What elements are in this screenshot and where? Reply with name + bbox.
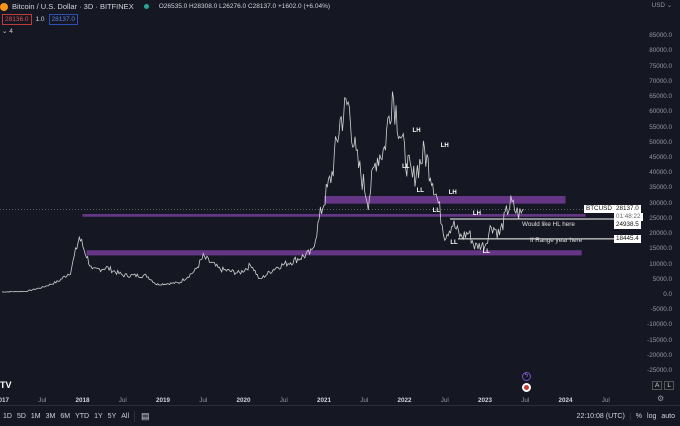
price-tick: 50000.0 [649, 138, 672, 146]
price-chart[interactable] [0, 0, 620, 395]
hl-note: Would like HL here [522, 221, 575, 229]
symbol-tag: BTCUSD [584, 205, 614, 214]
settings-icon[interactable]: ⚙ [657, 394, 665, 403]
time-tick: 2021 [316, 397, 332, 404]
structure-label: LL [416, 188, 424, 195]
bid-ask: 28136.0 1.0 28137.0 [2, 14, 79, 25]
ohlc-values: O26535.0 H28308.0 L26276.0 C28137.0 +160… [158, 3, 331, 10]
level-price-tag: 24938.5 [614, 221, 641, 230]
bitcoin-icon [0, 2, 8, 11]
range-button-5y[interactable]: 5Y [107, 412, 117, 420]
time-tick: Jul [199, 397, 208, 404]
range-button-ytd[interactable]: YTD [75, 412, 90, 420]
auto-scale-button[interactable]: A [652, 381, 663, 390]
range-button-1y[interactable]: 1Y [94, 412, 103, 420]
structure-label: LL [450, 240, 458, 247]
support-resistance-zone [86, 250, 582, 256]
support-resistance-zone [82, 214, 586, 217]
time-tick: 2018 [75, 397, 90, 404]
clock[interactable]: 22:10:08 (UTC) [576, 412, 625, 420]
price-tick: 80000.0 [649, 47, 672, 55]
chart-header: Bitcoin / U.S. Dollar · 3D · BITFINEX O2… [0, 2, 330, 11]
price-tick: 45000.0 [649, 153, 672, 161]
structure-label: LH [472, 211, 481, 218]
price-tick: 55000.0 [649, 123, 672, 131]
indicators-toggle[interactable]: ⌄ 4 [2, 28, 13, 35]
time-tick: Jul [279, 397, 288, 404]
time-tick: Jul [440, 397, 449, 404]
price-tick: -15000.0 [647, 336, 672, 344]
market-status-icon [143, 4, 149, 9]
sell-price[interactable]: 28136.0 [2, 14, 32, 25]
price-tick: 20000.0 [649, 230, 672, 238]
log-scale-button[interactable]: L [664, 381, 674, 390]
time-tick: 2023 [477, 397, 493, 404]
bottom-toolbar: 1D 5D 1M 3M 6M YTD 1Y 5Y All ▤ 22:10:08 (UTC) % … [0, 405, 680, 426]
last-price-tag: 28137.0 [614, 205, 641, 214]
price-tick: 60000.0 [649, 108, 672, 116]
price-tick: 10000.0 [649, 260, 672, 268]
price-axis[interactable]: USD ⌄ 85000.0 80000.0 75000.0 70000.0 65000.… [618, 0, 680, 405]
support-resistance-zone [324, 196, 566, 204]
price-tick: 15000.0 [649, 245, 672, 253]
price-tick: -5000.0 [650, 306, 672, 314]
time-tick: Jul [118, 397, 127, 404]
time-tick: Jul [38, 397, 47, 404]
price-tick: 5000.0 [652, 275, 672, 283]
time-tick: 2019 [155, 397, 171, 404]
structure-label: LL [402, 164, 410, 171]
price-tick: 30000.0 [649, 199, 672, 207]
date-range-icon[interactable]: ▤ [134, 410, 150, 422]
time-tick: 2017 [0, 397, 10, 404]
time-tick: 2020 [236, 397, 251, 404]
time-tick: 2024 [558, 397, 573, 404]
price-tick: 0.0 [663, 291, 672, 298]
symbol-title[interactable]: Bitcoin / U.S. Dollar · 3D · BITFINEX [12, 2, 134, 11]
range-button-5d[interactable]: 5D [16, 412, 26, 420]
time-tick: Jul [360, 397, 369, 404]
tradingview-logo: TV [0, 380, 12, 390]
range-note: If Range year here [530, 236, 583, 244]
auto-toggle[interactable]: auto [661, 412, 675, 420]
percent-toggle[interactable]: % [629, 412, 642, 420]
buy-price[interactable]: 28137.0 [48, 14, 79, 25]
log-toggle[interactable]: log [647, 412, 657, 420]
structure-label: LH [448, 189, 457, 196]
price-tick: -10000.0 [647, 321, 672, 329]
us-flag-event-icon[interactable] [522, 383, 531, 392]
currency-selector[interactable]: USD ⌄ [651, 2, 672, 9]
price-tick: -20000.0 [647, 351, 672, 359]
range-button-all[interactable]: All [121, 412, 130, 420]
structure-label: LH [440, 142, 449, 149]
price-tick: 75000.0 [649, 62, 672, 70]
structure-label: LL [432, 208, 441, 215]
time-tick: Jul [521, 397, 530, 404]
price-tick: 85000.0 [649, 32, 672, 40]
range-button-1m[interactable]: 1M [30, 412, 41, 420]
range-button-3m[interactable]: 3M [45, 412, 56, 420]
price-series-line [1, 91, 524, 293]
price-tick: 25000.0 [649, 214, 672, 222]
price-tick: -25000.0 [647, 367, 672, 375]
structure-label: LL [482, 249, 490, 256]
price-tick: 35000.0 [649, 184, 672, 192]
time-tick: 2022 [397, 397, 412, 404]
price-tick: 40000.0 [649, 169, 672, 177]
structure-label: LH [412, 127, 421, 134]
range-button-6m[interactable]: 6M [60, 412, 71, 420]
price-tick: 70000.0 [649, 77, 672, 85]
range-button-1d[interactable]: 1D [3, 412, 12, 420]
bar-countdown-tag: 01:48:22 [614, 213, 643, 222]
time-tick: Jul [601, 397, 610, 404]
price-tick: 65000.0 [649, 93, 672, 101]
level-price-tag: 18445.4 [614, 234, 641, 243]
lightning-event-icon[interactable]: ϟ [522, 372, 531, 381]
spread: 1.0 [35, 16, 45, 23]
